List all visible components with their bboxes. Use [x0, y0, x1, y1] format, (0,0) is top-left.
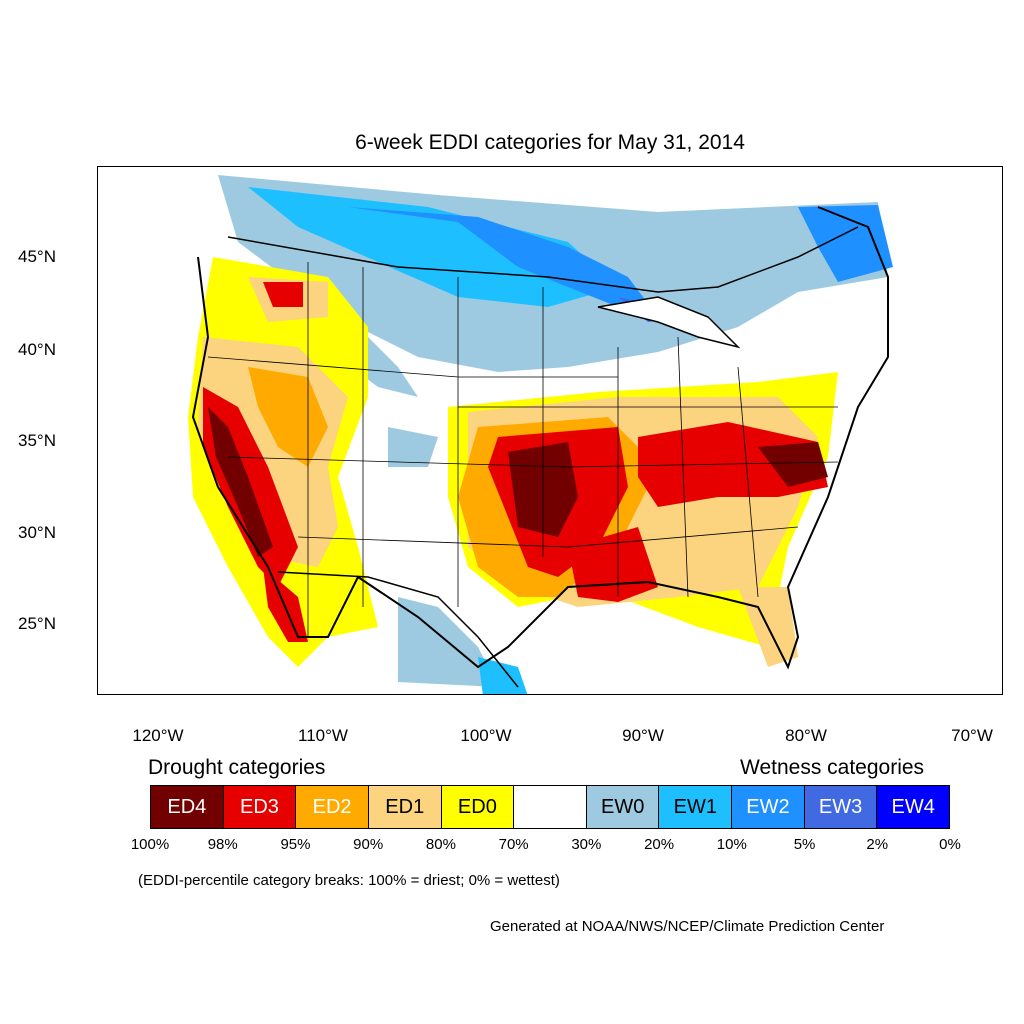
percent-break-label: 5%	[793, 836, 816, 853]
region-ew0-mid	[388, 427, 438, 467]
region-ed3-baja	[263, 567, 308, 642]
percent-break-label: 95%	[280, 836, 311, 853]
lat-label-45: 45°N	[18, 247, 56, 266]
percent-break-label: 2%	[866, 836, 889, 853]
region-ed3-idaho	[263, 282, 303, 307]
drought-categories-heading: Drought categories	[148, 756, 326, 779]
credit-line: Generated at NOAA/NWS/NCEP/Climate Predi…	[490, 918, 885, 935]
lon-label-100w: 100°W	[460, 726, 512, 745]
lon-label-80w: 80°W	[785, 726, 827, 745]
percent-break-label: 80%	[425, 836, 456, 853]
legend-cell-ew2: EW2	[732, 786, 805, 828]
map-title: 6-week EDDI categories for May 31, 2014	[355, 131, 745, 154]
lat-label-30: 30°N	[18, 523, 56, 542]
region-ed4-west	[208, 407, 273, 557]
legend-cell-ew0: EW0	[586, 786, 660, 828]
legend-cell-ew1: EW1	[659, 786, 733, 828]
border-mexico	[277, 571, 519, 688]
region-ew1-south	[478, 657, 528, 694]
lon-label-70w: 70°W	[951, 726, 993, 745]
great-lakes	[597, 296, 741, 349]
legend-cell-ew4: EW4	[877, 786, 950, 828]
lat-label-40: 40°N	[18, 340, 56, 359]
percent-break-label: 70%	[498, 836, 529, 853]
percent-break-label: 0%	[939, 836, 961, 853]
legend-cell-ed4: ED4	[151, 786, 224, 828]
percent-break-label: 90%	[353, 836, 384, 853]
percent-break-label: 100%	[130, 836, 170, 853]
legend-cell-ed3: ED3	[223, 786, 297, 828]
lon-label-110w: 110°W	[298, 726, 348, 745]
category-breaks-note: (EDDI-percentile category breaks: 100% =…	[138, 872, 560, 889]
region-ed4-carolina	[758, 442, 828, 487]
border-canada	[227, 226, 859, 293]
lat-label-35: 35°N	[18, 431, 56, 450]
category-legend: ED4 ED3 ED2 ED1 ED0 EW0 EW1 EW2 EW3 EW4	[150, 785, 950, 829]
lon-label-120w: 120°W	[132, 726, 184, 745]
percent-break-label: 98%	[207, 836, 238, 853]
percent-break-label: 10%	[716, 836, 747, 853]
region-ed3-southeast	[638, 422, 828, 507]
legend-cell-ew3: EW3	[804, 786, 878, 828]
state-borders	[207, 262, 839, 637]
map-plot-area	[97, 166, 1003, 695]
legend-cell-ed1: ED1	[368, 786, 442, 828]
legend-cell-ed2: ED2	[296, 786, 369, 828]
legend-cell-neutral	[514, 786, 587, 828]
region-ew1-northeast	[798, 205, 893, 282]
lat-label-25: 25°N	[18, 614, 56, 633]
lon-label-90w: 90°W	[622, 726, 664, 745]
region-ew2-north	[348, 207, 658, 317]
wetness-categories-heading: Wetness categories	[740, 756, 925, 779]
percent-break-label: 20%	[644, 836, 675, 853]
percent-break-label: 30%	[571, 836, 602, 853]
coastline-us	[191, 206, 889, 670]
legend-cell-ed0: ED0	[441, 786, 515, 828]
conus-eddi-map	[188, 175, 893, 694]
region-ew1-north	[248, 187, 618, 307]
